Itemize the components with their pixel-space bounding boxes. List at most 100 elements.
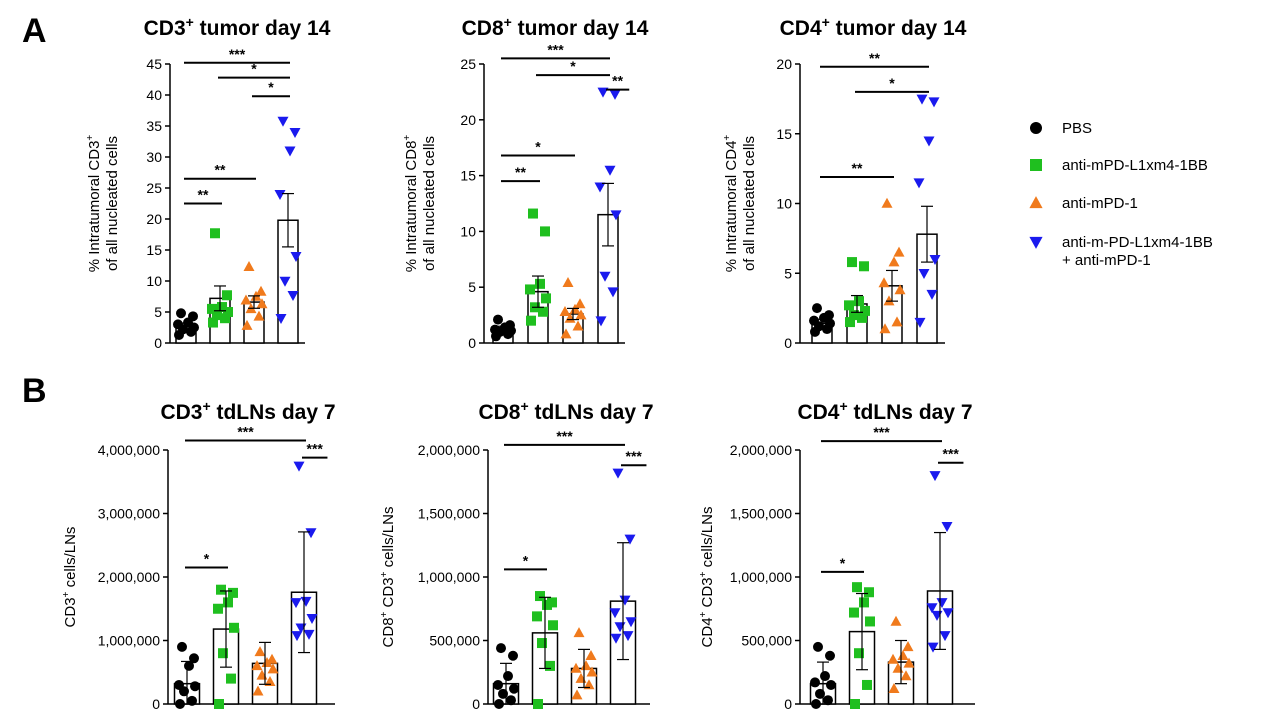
data-point [845,317,855,328]
data-point [890,615,902,626]
legend-item: PBS [1030,120,1092,137]
data-point [303,629,315,640]
data-point [189,653,199,664]
y-tick-label: 5 [468,279,476,295]
y-tick-label: 2,000,000 [98,569,160,585]
y-tick-label: 1,500,000 [730,506,792,522]
legend-marker-triangle-down [1029,236,1043,249]
data-point [207,303,217,314]
data-point [894,284,906,295]
data-point [528,208,538,219]
y-tick-label: 30 [146,149,162,165]
data-point [918,269,930,279]
data-point [624,534,636,545]
significance-label: *** [237,423,254,439]
y-tick-label: 25 [460,56,476,72]
data-point [526,315,536,326]
y-tick-label: 3,000,000 [98,506,160,522]
data-point [883,295,895,306]
data-point [854,296,864,307]
significance-label: * [535,139,541,155]
y-axis-label: % Intratumoral CD4+ [722,135,740,273]
data-point [261,656,273,667]
data-point [610,633,622,644]
data-point [939,631,951,642]
data-point [291,631,303,642]
data-point [564,312,576,323]
data-point [508,650,518,661]
data-point [229,622,239,633]
data-point [852,582,862,593]
data-point [538,306,548,317]
data-point [928,97,940,108]
data-point [218,648,228,659]
data-point [936,598,948,609]
data-point [927,642,939,653]
data-point [506,695,516,706]
data-point [850,699,860,709]
data-point [864,587,874,598]
data-point [914,317,926,328]
data-point [175,699,185,709]
data-point [595,316,607,327]
data-point [532,611,542,622]
data-point [916,94,928,105]
data-point [849,607,859,618]
significance-label: * [570,58,576,74]
data-point [887,653,899,664]
y-axis-label: CD8+ CD3+ cells/LNs [379,507,397,648]
data-point [594,182,606,193]
chart-title: CD3+ tdLNs day 7 [160,398,335,424]
data-point [240,294,252,305]
data-point [208,317,218,328]
significance-label: * [889,75,895,91]
legend-marker-circle [1030,122,1042,134]
significance-label: ** [215,162,226,178]
data-point [267,663,279,674]
legend: PBS anti-mPD-L1xm4-1BB anti-mPD-1 anti-m-PD… [1029,120,1213,269]
data-point [888,256,900,267]
data-point [825,650,835,661]
data-point [289,127,301,138]
significance-label: * [523,552,529,568]
data-point [559,306,571,317]
y-tick-label: 45 [146,56,162,72]
data-point [824,310,834,321]
y-tick-label: 2,000,000 [418,442,480,458]
y-tick-label: 20 [776,56,792,72]
y-tick-label: 1,000,000 [98,633,160,649]
data-point [541,293,551,304]
data-point [610,210,622,221]
significance-label: ** [515,164,526,180]
data-point [585,649,597,660]
y-tick-label: 1,500,000 [418,506,480,522]
data-point [533,699,543,709]
data-point [583,679,595,690]
legend-item: anti-mPD-L1xm4-1BB [1030,157,1208,174]
data-point [266,653,278,664]
data-point [535,278,545,289]
y-tick-label: 20 [146,211,162,227]
y-axis-label: of all nucleated cells [741,136,758,271]
significance-label: ** [612,73,623,89]
data-point [493,314,503,325]
data-point [187,695,197,706]
y-tick-label: 500,000 [741,633,792,649]
data-point [573,627,585,638]
chart-b2: CD8+ tdLNs day 7 CD8+ CD3+ cells/LNs 0 500,… [379,398,654,712]
data-point [535,591,545,602]
legend-item: anti-mPD-1 [1029,195,1138,212]
significance-label: * [251,61,257,77]
legend-label: anti-mPD-1 [1062,195,1138,212]
data-point [228,587,238,598]
data-point [913,178,925,189]
significance-label: * [204,550,210,566]
data-point [275,313,287,324]
data-point [823,695,833,706]
legend-marker-triangle-up [1029,196,1043,209]
data-point [287,291,299,302]
chart-a2: CD8+ tumor day 14 % Intratumoral CD8+ of a… [402,14,649,351]
data-point [622,631,634,642]
data-point [243,260,255,271]
data-point [223,307,233,317]
